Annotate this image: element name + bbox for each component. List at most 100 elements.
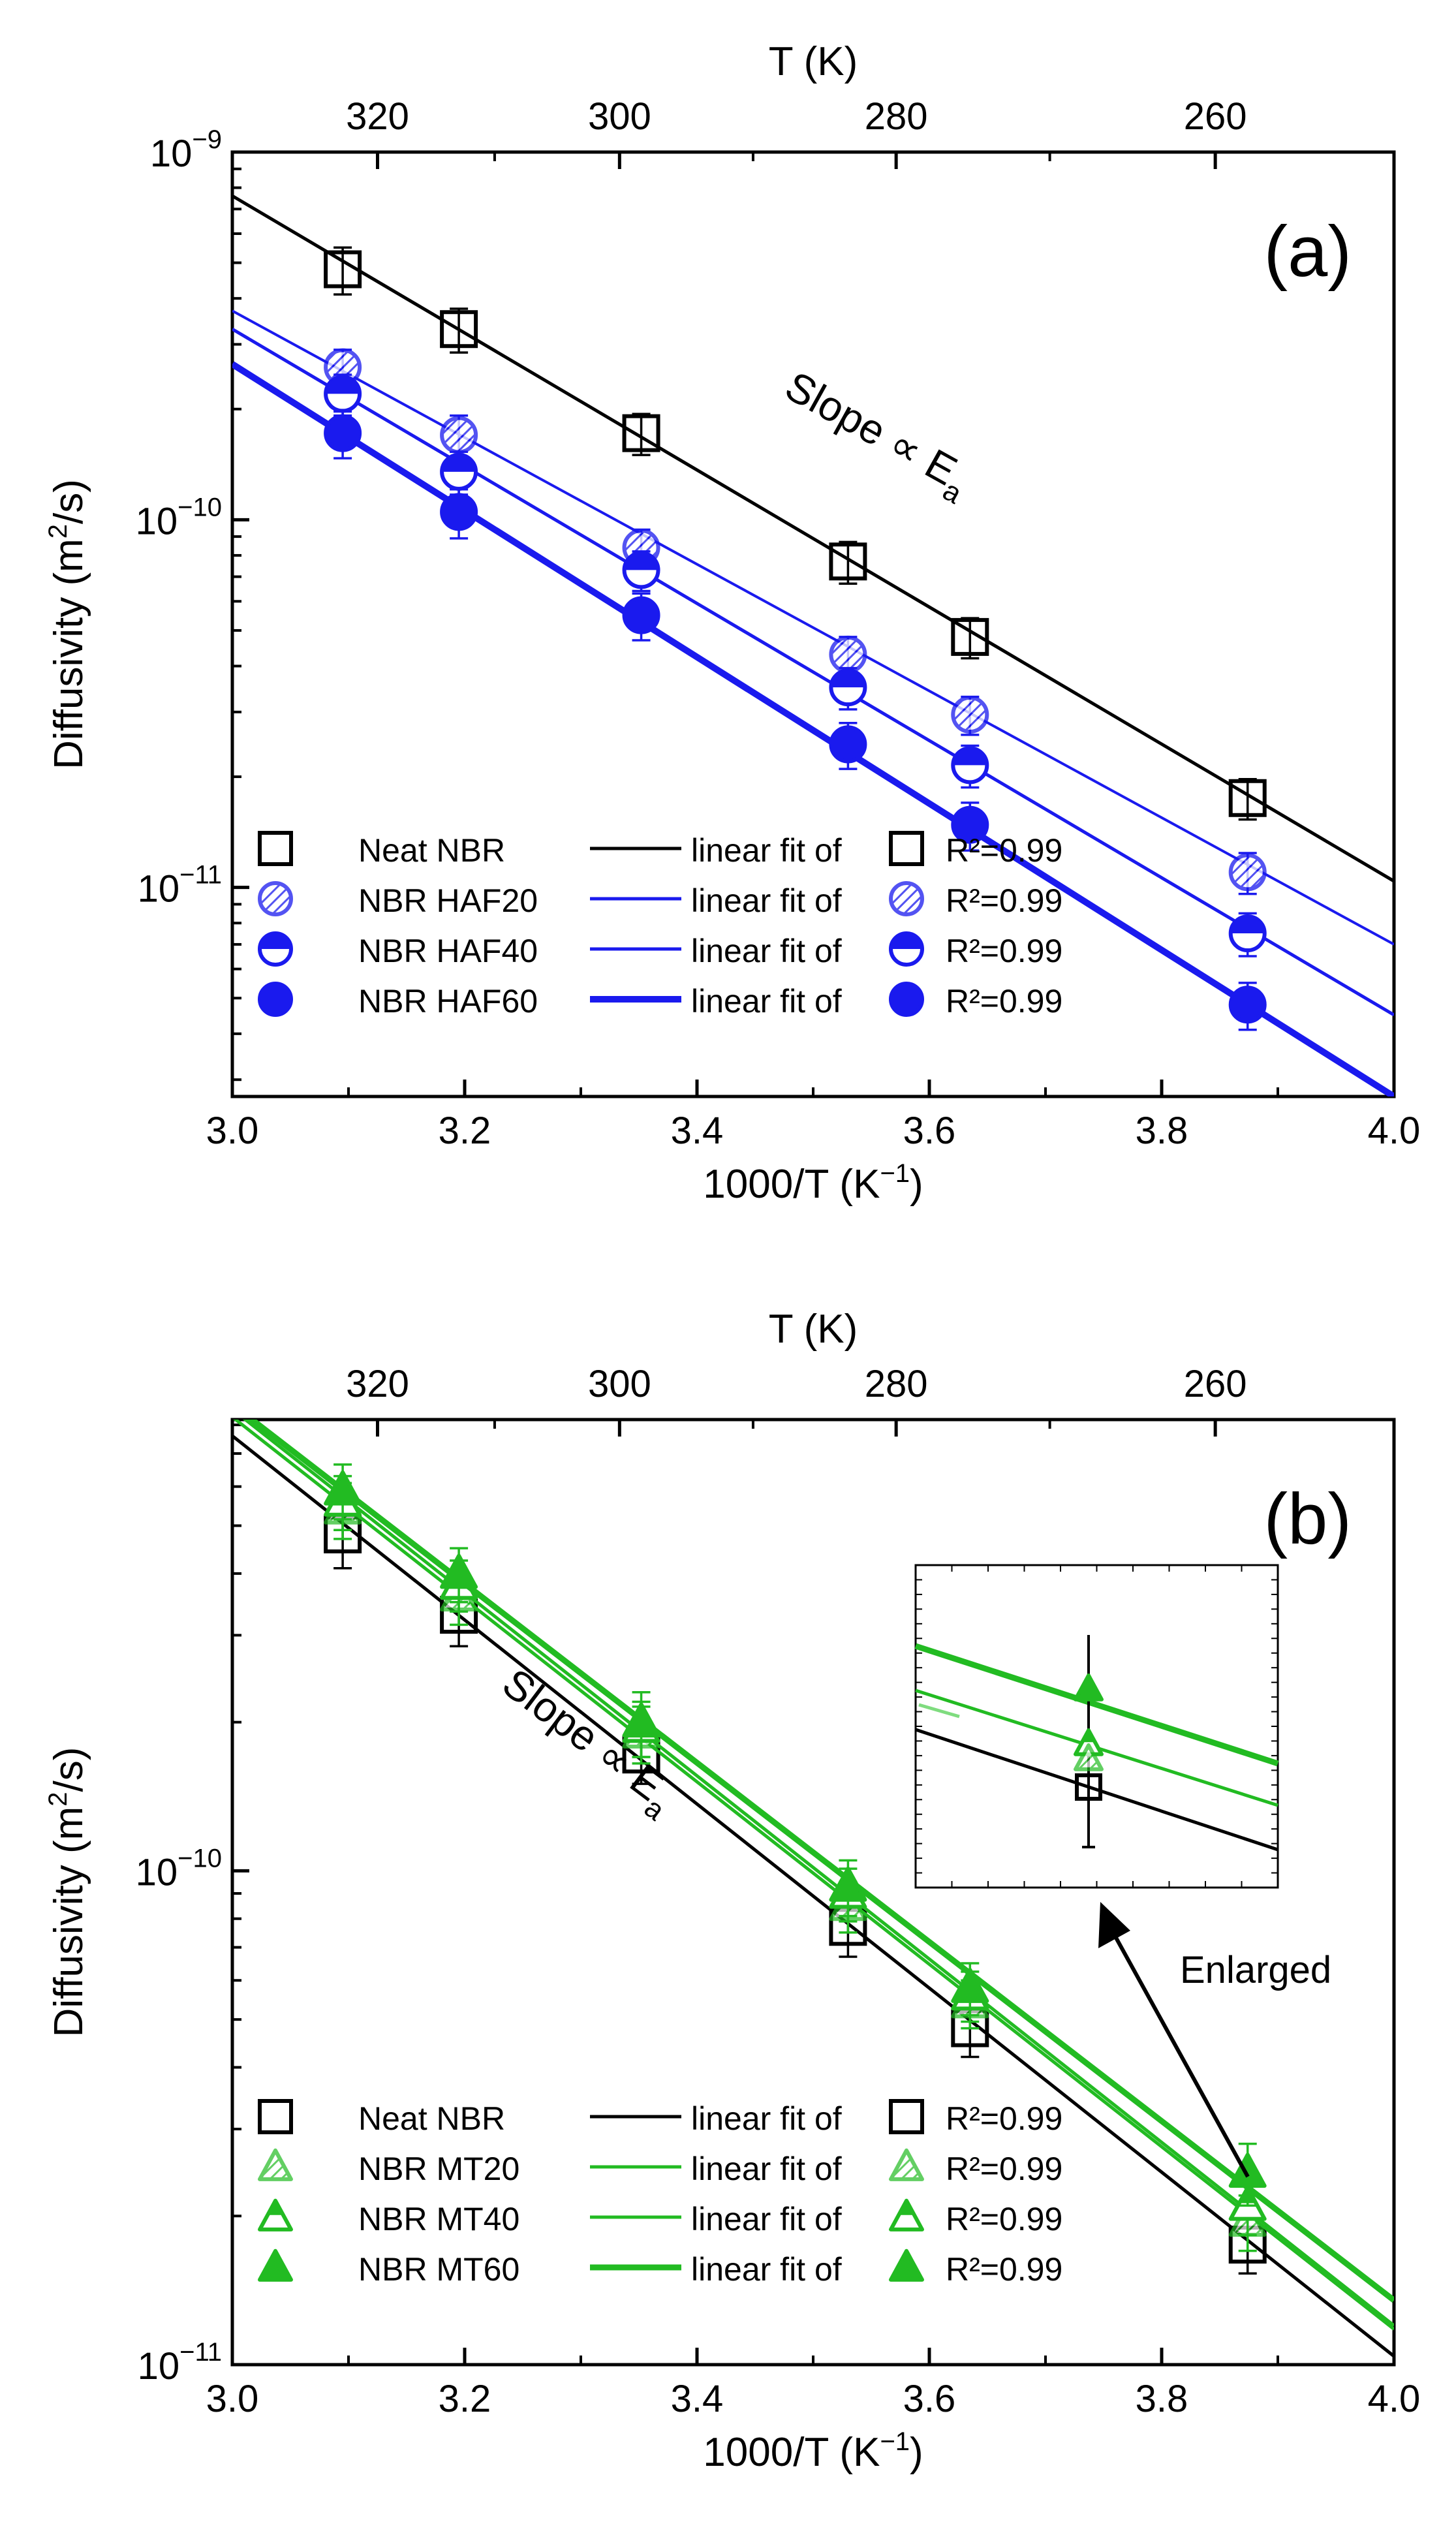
panel-b: 3.0 3.2 3.4 3.6 3.8 4.0 1000/T (K−1) 320 300 280 2… [44, 1307, 1420, 2475]
marker-square [889, 831, 924, 866]
inset-fit-mt20 [918, 1703, 960, 1719]
marker-circle-hatch [1228, 853, 1267, 892]
legend-fit-label: linear fit of [691, 832, 842, 869]
legend-fit-label: linear fit of [691, 983, 842, 1019]
top-tick-label: 280 [865, 95, 928, 138]
y-label-close: /s) [46, 1747, 91, 1792]
marker-half-fill [891, 933, 922, 949]
legend-r2: R²=0.99 [946, 2100, 1062, 2137]
marker-triangle-filled [622, 1702, 660, 1738]
top-axis-label: T (K) [769, 39, 858, 84]
marker-triangle-hatch [258, 2148, 293, 2181]
legend-series-name: NBR HAF60 [358, 983, 538, 1019]
legend-series-name: NBR MT60 [358, 2251, 519, 2288]
marker-triangle-half [258, 2198, 293, 2232]
marker-half-fill [831, 670, 865, 688]
inset-frame [914, 1564, 1279, 1889]
marker-square [829, 542, 867, 581]
y-axis-label: Diffusivity (m2/s) [44, 1747, 91, 2038]
series-nbr-haf20 [232, 309, 1394, 946]
x-tick-label: 3.2 [439, 1110, 491, 1152]
marker-triangle-filled [324, 1470, 362, 1506]
y-tick-label: 10−9 [150, 125, 222, 175]
series-nbr-haf40 [232, 328, 1394, 1017]
y-label-close: /s) [46, 479, 91, 524]
y-label-sup: 2 [44, 524, 72, 538]
marker-circle-filled [622, 596, 660, 634]
marker-half-fill [953, 748, 987, 766]
marker-square [324, 250, 362, 288]
enlarged-arrow-head [1098, 1902, 1130, 1948]
inset-enlarged [914, 1564, 1279, 1889]
marker-triangle-hatch [889, 2148, 924, 2181]
marker-square [258, 2099, 293, 2134]
x-tick-label: 3.4 [671, 2378, 724, 2420]
legend-r2: R²=0.99 [946, 2251, 1062, 2288]
legend-fit-label: linear fit of [691, 933, 842, 969]
legend-fit-label: linear fit of [691, 2100, 842, 2137]
y-tick-exp: −10 [178, 493, 222, 521]
marker-half-fill [1082, 1730, 1095, 1743]
y-label-sup: 2 [44, 1792, 72, 1806]
marker-circle-hatch [258, 881, 293, 916]
marker-circle-filled [258, 982, 293, 1017]
legend-series-name: NBR HAF20 [358, 882, 538, 919]
y-label-main: Diffusivity (m [46, 1807, 91, 2038]
marker-square [1075, 1773, 1102, 1801]
fit-line [232, 328, 1394, 1017]
x-label-sup: −1 [880, 1159, 910, 1188]
x-tick-label: 4.0 [1368, 1110, 1421, 1152]
legend-fit-label: linear fit of [691, 882, 842, 919]
y-tick-exp: −10 [178, 1844, 222, 1873]
fit-line [232, 194, 1394, 883]
x-label-close: ) [910, 1162, 923, 1207]
fit-line [233, 1420, 1394, 2331]
top-tick-label: 260 [1184, 1363, 1247, 1405]
marker-triangle-filled [829, 1866, 867, 1902]
marker-circle-filled [889, 982, 924, 1017]
x-tick-label: 3.0 [206, 1110, 259, 1152]
legend-series-name: NBR HAF40 [358, 933, 538, 969]
series-nbr-mt60 [247, 1420, 1394, 2303]
marker-circle-filled [1228, 986, 1267, 1024]
marker-triangle-filled [1228, 2153, 1267, 2188]
x-tick-label: 4.0 [1368, 2378, 1421, 2420]
legend-r2: R²=0.99 [946, 933, 1062, 969]
panel-label: (a) [1264, 211, 1352, 292]
fit-line [232, 1435, 1394, 2358]
marker-triangle-hatch [1074, 1743, 1104, 1771]
x-label-sup: −1 [880, 2427, 910, 2456]
x-tick-label: 3.6 [903, 2378, 956, 2420]
legend-r2: R²=0.99 [946, 832, 1062, 869]
x-tick-label: 3.4 [671, 1110, 724, 1152]
fit-line [247, 1420, 1394, 2303]
panel-label: (b) [1264, 1479, 1352, 1559]
marker-square [622, 414, 660, 452]
series-nbr-haf60 [232, 361, 1394, 1096]
enlarged-arrow-shaft [1110, 1929, 1250, 2178]
y-tick-label: 10−11 [138, 2338, 222, 2387]
x-tick-label: 3.2 [439, 2378, 491, 2420]
x-tick-label: 3.0 [206, 2378, 259, 2420]
marker-square [1228, 779, 1267, 817]
x-tick-label: 3.6 [903, 1110, 956, 1152]
enlarged-label: Enlarged [1180, 1949, 1331, 1991]
y-tick-exp: −11 [179, 861, 222, 890]
legend-series-name: Neat NBR [358, 2100, 505, 2137]
y-tick-base: 10 [136, 500, 178, 542]
legend-fit-label: linear fit of [691, 2151, 842, 2187]
legend-r2: R²=0.99 [946, 2201, 1062, 2237]
marker-square [440, 310, 478, 349]
marker-half-fill [442, 454, 476, 472]
top-axis-label: T (K) [769, 1307, 858, 1352]
x-axis-label: 1000/T (K−1) [703, 1159, 923, 1207]
marker-circle-hatch [829, 635, 867, 674]
marker-circle-hatch [889, 881, 924, 916]
top-tick-label: 300 [588, 95, 651, 138]
x-label-close: ) [910, 2430, 923, 2475]
marker-square [258, 831, 293, 866]
y-tick-base: 10 [138, 2345, 180, 2387]
marker-circle-filled [324, 414, 362, 452]
top-tick-label: 300 [588, 1363, 651, 1405]
